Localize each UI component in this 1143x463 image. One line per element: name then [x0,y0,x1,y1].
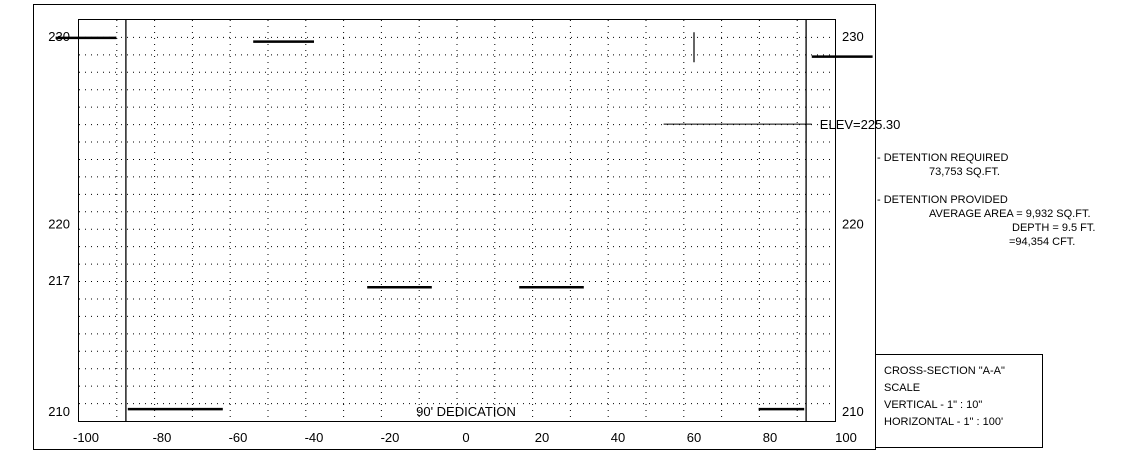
x-tick-label: 40 [611,430,625,445]
grid [79,20,835,421]
x-tick-label: -20 [381,430,400,445]
dedication-lines [125,20,807,421]
y-axis-left: 230 220 217 210 [48,29,70,419]
x-tick-label: -40 [305,430,324,445]
legend-title: CROSS-SECTION "A-A" [884,365,1005,377]
annotations: ELEV=225.30 90' DEDICATION [416,32,900,419]
x-tick-label: 80 [763,430,777,445]
plot-frame [78,19,836,422]
y-tick-label-left: 217 [48,273,70,288]
elevation-label: ELEV=225.30 [820,117,901,132]
dedication-label: 90' DEDICATION [416,404,516,419]
x-tick-label: -100 [73,430,99,445]
detention-required-value: 73,753 SQ.FT. [929,166,1000,178]
detention-notes: - DETENTION REQUIRED 73,753 SQ.FT. - DET… [877,151,1095,249]
x-tick-label: 20 [535,430,549,445]
y-tick-label-right: 230 [842,29,864,44]
volume: =94,354 CFT. [1009,236,1076,248]
y-axis-right: 230 220 210 [842,29,864,419]
x-tick-label: 100 [835,430,857,445]
x-tick-label: -60 [229,430,248,445]
y-tick-label-right: 220 [842,217,864,232]
legend-vertical: VERTICAL - 1" : 10" [884,399,983,411]
y-tick-label-right: 210 [842,404,864,419]
depth: DEPTH = 9.5 FT. [1012,222,1096,234]
x-tick-label: 0 [462,430,469,445]
x-tick-label: 60 [687,430,701,445]
x-tick-label: -80 [153,430,172,445]
y-tick-label-left: 210 [48,404,70,419]
average-area: AVERAGE AREA = 9,932 SQ.FT. [929,208,1091,220]
y-tick-label-left: 220 [48,217,70,232]
detention-provided-title: - DETENTION PROVIDED [877,194,1008,206]
legend-box: CROSS-SECTION "A-A" SCALE VERTICAL - 1" … [875,354,1043,448]
detention-required-title: - DETENTION REQUIRED [877,152,1009,164]
legend-scale: SCALE [884,382,921,394]
x-axis: -100 -80 -60 -40 -20 0 20 40 60 80 100 [73,430,857,445]
legend-horizontal: HORIZONTAL - 1" : 100' [884,416,1004,428]
y-tick-label-left: 230 [48,29,70,44]
profile-segments [55,36,873,411]
sheet-border [33,4,876,450]
